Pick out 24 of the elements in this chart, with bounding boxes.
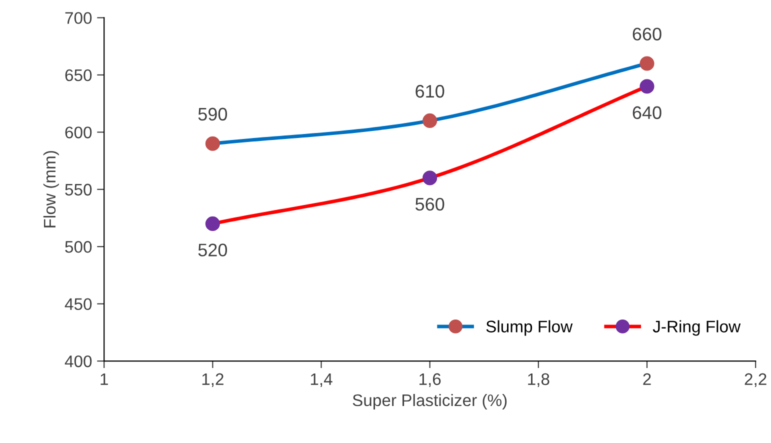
y-tick-label: 600 (65, 126, 92, 138)
data-label: 520 (198, 244, 228, 256)
y-tick-label: 500 (65, 241, 92, 253)
y-tick-label: 650 (65, 69, 92, 82)
x-axis-title: Super Plasticizer (%) (352, 394, 507, 410)
x-tick-label: 1,8 (528, 373, 550, 388)
data-label: 560 (415, 198, 444, 211)
legend-label: J-Ring Flow (652, 320, 741, 336)
x-tick-label: 1,4 (310, 373, 332, 388)
x-tick-label: 2,2 (744, 373, 766, 388)
x-tick-label: 1,2 (202, 373, 224, 388)
data-label: 590 (198, 108, 228, 121)
data-label: 640 (632, 106, 662, 120)
legend-label: Slump Flow (486, 320, 573, 336)
y-tick-label: 450 (64, 298, 92, 310)
y-tick-label: 400 (64, 355, 92, 368)
x-tick-label: 2 (643, 373, 651, 385)
data-label: 610 (416, 84, 444, 98)
y-tick-label: 550 (65, 184, 92, 196)
y-axis-title: Flow (mm) (43, 151, 59, 228)
data-label: 660 (632, 28, 662, 40)
x-tick-label: 1 (100, 373, 108, 385)
y-tick-label: 700 (65, 12, 92, 24)
x-tick-label: 1,6 (420, 373, 441, 388)
